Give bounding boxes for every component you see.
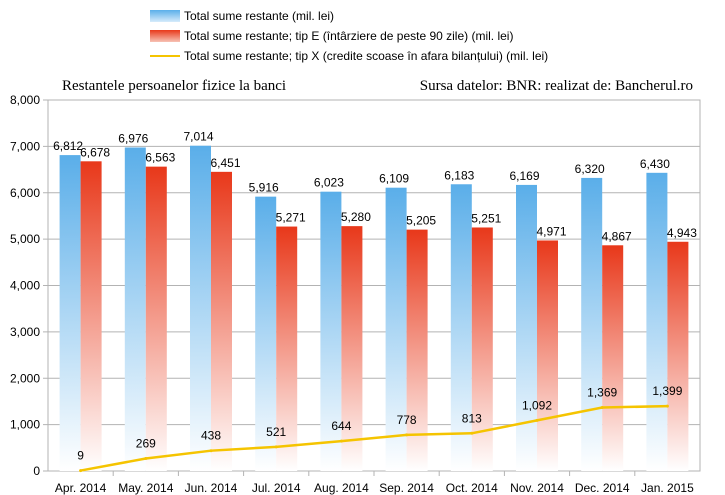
y-tick-label: 1,000 <box>10 418 40 432</box>
line-point-type-x <box>209 449 213 453</box>
data-label-total: 6,169 <box>509 169 539 183</box>
data-label-type-e: 6,563 <box>145 151 175 165</box>
bar-total <box>516 184 537 471</box>
x-tick-label: Dec. 2014 <box>575 481 630 495</box>
y-tick-label: 7,000 <box>10 139 40 153</box>
data-label-type-x: 1,369 <box>587 386 617 400</box>
data-label-total: 6,183 <box>444 168 474 182</box>
data-label-type-e: 6,451 <box>210 156 240 170</box>
x-tick-label: Sep. 2014 <box>379 481 434 495</box>
data-label-type-e: 4,943 <box>667 226 697 240</box>
legend-label-total: Total sume restante (mil. lei) <box>184 9 335 23</box>
legend-swatch-total <box>150 10 180 22</box>
y-tick-label: 3,000 <box>10 325 40 339</box>
legend: Total sume restante (mil. lei) Total sum… <box>150 6 548 66</box>
x-tick-label: Aug. 2014 <box>314 481 369 495</box>
bar-total <box>646 172 668 471</box>
line-point-type-x <box>144 457 148 461</box>
x-tick-label: Jun. 2014 <box>185 481 238 495</box>
data-label-type-x: 9 <box>77 449 84 463</box>
legend-swatch-type-x <box>150 55 180 57</box>
legend-swatch-type-e <box>150 30 180 42</box>
y-tick-label: 4,000 <box>10 279 40 293</box>
x-tick-label: Oct. 2014 <box>446 481 498 495</box>
bar-total <box>450 184 472 472</box>
line-point-type-x <box>405 433 409 437</box>
data-label-type-x: 438 <box>201 429 221 443</box>
bar-total <box>385 187 407 471</box>
legend-item-total: Total sume restante (mil. lei) <box>150 6 548 26</box>
bar-type-e <box>276 226 298 471</box>
line-point-type-x <box>535 418 539 422</box>
x-tick-label: Jan. 2015 <box>641 481 694 495</box>
data-label-total: 6,430 <box>640 157 670 171</box>
data-label-total: 6,320 <box>575 162 605 176</box>
bar-type-e <box>667 241 689 471</box>
y-tick-label: 8,000 <box>10 93 40 107</box>
legend-label-type-x: Total sume restante; tip X (credite scoa… <box>184 49 549 63</box>
bar-total <box>124 147 146 471</box>
legend-label-type-e: Total sume restante; tip E (întârziere d… <box>184 29 514 43</box>
data-label-total: 6,976 <box>118 131 148 145</box>
bar-type-e <box>406 229 428 471</box>
data-label-type-e: 5,205 <box>406 214 436 228</box>
bar-type-e <box>80 161 102 472</box>
data-label-type-x: 813 <box>462 411 482 425</box>
line-point-type-x <box>79 469 83 473</box>
legend-item-type-e: Total sume restante; tip E (întârziere d… <box>150 26 548 46</box>
x-tick-label: May. 2014 <box>118 481 173 495</box>
line-type-x <box>80 404 668 472</box>
bar-type-e <box>471 227 493 471</box>
bar-total <box>59 155 81 471</box>
data-label-type-e: 4,971 <box>536 224 566 238</box>
data-label-type-x: 1,092 <box>522 398 552 412</box>
data-label-type-x: 1,399 <box>652 384 682 398</box>
data-label-total: 6,812 <box>53 139 83 153</box>
data-label-type-x: 778 <box>397 413 417 427</box>
line-point-type-x <box>665 404 669 408</box>
bar-type-e <box>602 245 624 471</box>
x-tick-label: Jul. 2014 <box>252 481 301 495</box>
bar-type-e <box>537 240 558 471</box>
y-tick-label: 5,000 <box>10 232 40 246</box>
data-label-type-x: 269 <box>136 437 156 451</box>
data-label-type-e: 4,867 <box>602 229 632 243</box>
chart-title: Restantele persoanelor fizice la banci <box>62 78 287 94</box>
data-label-total: 6,023 <box>314 176 344 190</box>
data-label-type-x: 521 <box>266 425 286 439</box>
bar-type-e <box>145 166 167 471</box>
data-label-type-x: 644 <box>331 419 351 433</box>
y-tick-label: 2,000 <box>10 371 40 385</box>
legend-item-type-x: Total sume restante; tip X (credite scoa… <box>150 46 548 66</box>
chart-source: Sursa datelor: BNR: realizat de: Bancher… <box>419 78 693 94</box>
data-label-type-e: 6,678 <box>80 145 110 159</box>
line-point-type-x <box>274 445 278 449</box>
line-point-type-x <box>339 439 343 443</box>
line-point-type-x <box>470 431 474 435</box>
x-tick-label: Apr. 2014 <box>55 481 107 495</box>
data-label-total: 7,014 <box>183 130 213 144</box>
data-label-type-e: 5,280 <box>341 210 371 224</box>
bar-type-e <box>341 226 363 471</box>
data-label-type-e: 5,271 <box>276 211 306 225</box>
data-label-type-e: 5,251 <box>471 211 501 225</box>
x-tick-label: Nov. 2014 <box>510 481 564 495</box>
y-tick-label: 6,000 <box>10 186 40 200</box>
data-label-total: 5,916 <box>249 181 279 195</box>
y-tick-label: 0 <box>33 464 40 478</box>
bar-total <box>255 196 277 471</box>
bar-type-e <box>211 171 232 471</box>
bar-total <box>320 191 342 471</box>
bar-total <box>581 177 603 471</box>
bar-total <box>190 145 211 471</box>
data-label-total: 6,109 <box>379 172 409 186</box>
line-point-type-x <box>600 406 604 410</box>
